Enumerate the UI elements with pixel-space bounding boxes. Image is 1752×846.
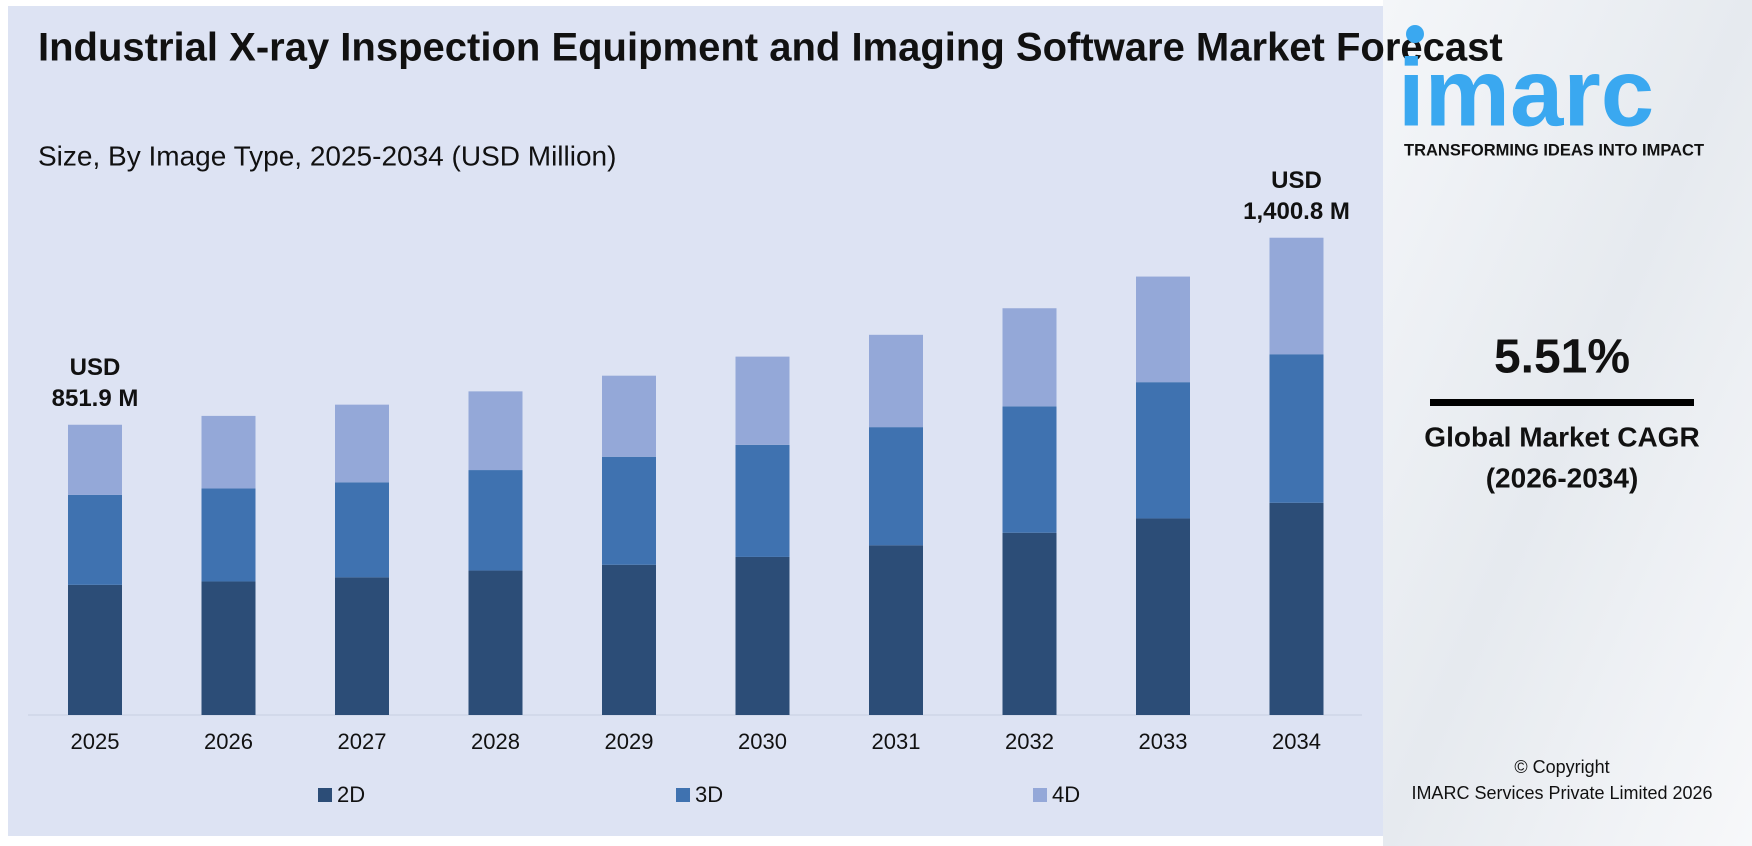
- chart-subtitle: Size, By Image Type, 2025-2034 (USD Mill…: [38, 140, 616, 171]
- bar-segment: [201, 415, 256, 489]
- bar-segment: [201, 581, 256, 715]
- x-tick-label: 2031: [872, 729, 921, 754]
- bar-segment: [1002, 308, 1057, 407]
- tagline: TRANSFORMING IDEAS INTO IMPACT: [1404, 141, 1704, 159]
- bar-segment: [602, 564, 656, 715]
- logo: imarc: [1398, 39, 1654, 146]
- x-tick-label: 2026: [204, 729, 253, 754]
- legend-swatch: [1033, 788, 1047, 802]
- bar-segment: [1136, 518, 1190, 715]
- bar-segment: [869, 334, 923, 428]
- legend-label: 3D: [695, 782, 723, 807]
- bar-segment: [1136, 276, 1190, 383]
- bar-segment: [68, 424, 122, 495]
- total-label: 851.9 M: [52, 385, 139, 412]
- cagr-label: Global Market CAGR: [1424, 421, 1699, 452]
- bar-segment: [1269, 237, 1324, 355]
- legend-swatch: [318, 788, 332, 802]
- x-tick-label: 2027: [338, 729, 387, 754]
- bar-segment: [68, 584, 122, 715]
- total-label: 1,400.8 M: [1243, 198, 1350, 225]
- total-label: USD: [1271, 167, 1322, 194]
- bar-segment: [735, 556, 790, 715]
- bar-segment: [335, 577, 389, 715]
- bar-segment: [1002, 406, 1057, 533]
- bar-segment: [468, 391, 523, 471]
- bar-segment: [335, 482, 389, 578]
- cagr-label: (2026-2034): [1486, 462, 1639, 493]
- cagr-value: 5.51%: [1494, 331, 1630, 384]
- side-panel: [1383, 0, 1752, 846]
- logo-dot: [1406, 25, 1424, 43]
- legend-label: 2D: [337, 782, 365, 807]
- bar-segment: [735, 444, 790, 557]
- x-tick-label: 2029: [605, 729, 654, 754]
- x-tick-label: 2033: [1139, 729, 1188, 754]
- bar-segment: [1269, 502, 1324, 715]
- copyright: © Copyright: [1514, 757, 1609, 777]
- bar-segment: [869, 545, 923, 715]
- x-tick-label: 2025: [71, 729, 120, 754]
- bar-segment: [1136, 382, 1190, 519]
- x-tick-label: 2030: [738, 729, 787, 754]
- bar-segment: [468, 470, 523, 571]
- bar-segment: [201, 488, 256, 582]
- legend-swatch: [676, 788, 690, 802]
- bar-segment: [1269, 354, 1324, 503]
- bar-segment: [1002, 532, 1057, 715]
- divider: [1430, 399, 1694, 406]
- copyright: IMARC Services Private Limited 2026: [1411, 783, 1712, 803]
- bar-segment: [869, 427, 923, 546]
- bar-segment: [602, 375, 656, 457]
- x-tick-label: 2032: [1005, 729, 1054, 754]
- legend-label: 4D: [1052, 782, 1080, 807]
- bar-segment: [735, 356, 790, 445]
- total-label: USD: [70, 354, 121, 381]
- x-tick-label: 2028: [471, 729, 520, 754]
- bar-segment: [602, 456, 656, 565]
- bar-segment: [335, 404, 389, 483]
- bar-segment: [68, 494, 122, 585]
- chart-title: Industrial X-ray Inspection Equipment an…: [38, 26, 1503, 70]
- x-tick-label: 2034: [1272, 729, 1321, 754]
- bar-segment: [468, 570, 523, 715]
